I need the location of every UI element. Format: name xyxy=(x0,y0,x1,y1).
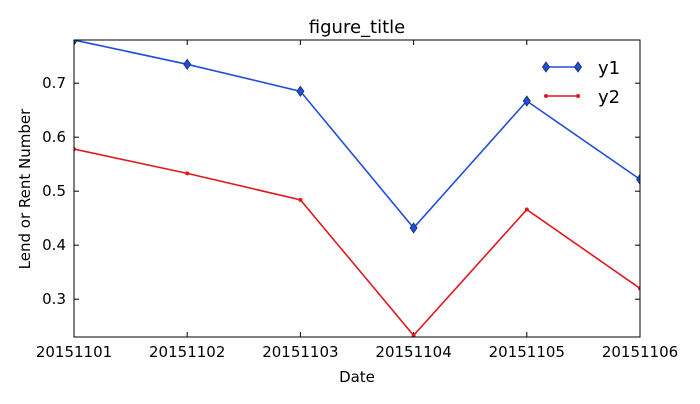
legend-marker-y1 xyxy=(574,61,582,73)
data-point-y1 xyxy=(636,173,640,186)
data-point-y1 xyxy=(522,95,531,107)
x-tick-label: 20151103 xyxy=(262,343,338,361)
series-line-y2 xyxy=(74,148,640,337)
series-layer xyxy=(74,40,640,337)
y-tick-label: 0.5 xyxy=(42,182,66,200)
x-axis-ticks: 20151101 20151102 20151103 20151104 20151105… xyxy=(36,40,678,361)
y-tick-label: 0.7 xyxy=(42,74,66,92)
chart-title: figure_title xyxy=(309,17,405,38)
legend-label-y2: y2 xyxy=(598,87,620,108)
series-line-y1 xyxy=(74,40,640,230)
x-tick-label: 20151106 xyxy=(602,343,678,361)
x-tick-label: 20151101 xyxy=(36,343,112,361)
data-point-y1 xyxy=(409,222,418,234)
legend-marker-y2 xyxy=(576,94,580,98)
data-point-y1 xyxy=(183,58,192,70)
x-tick-label: 20151104 xyxy=(375,343,451,361)
legend-marker-y2 xyxy=(544,94,548,98)
y-axis-label: Lend or Rent Number xyxy=(16,108,34,269)
data-point-y2 xyxy=(524,207,529,212)
y-tick-label: 0.3 xyxy=(42,290,66,308)
data-point-y2 xyxy=(185,171,190,176)
y-tick-label: 0.6 xyxy=(42,128,66,146)
y-tick-label: 0.4 xyxy=(42,236,66,254)
data-point-y2 xyxy=(411,333,416,337)
y-axis-ticks: 0.3 0.4 0.5 0.6 0.7 xyxy=(42,74,640,308)
x-axis-label: Date xyxy=(339,368,375,386)
x-tick-label: 20151102 xyxy=(149,343,225,361)
legend-marker-y1 xyxy=(542,61,550,73)
legend-label-y1: y1 xyxy=(598,58,620,79)
data-point-y1 xyxy=(74,40,78,46)
plot-frame xyxy=(73,39,641,338)
plot-area xyxy=(74,40,640,337)
data-point-y1 xyxy=(296,85,305,97)
x-tick-label: 20151105 xyxy=(489,343,565,361)
data-point-y2 xyxy=(298,197,303,202)
